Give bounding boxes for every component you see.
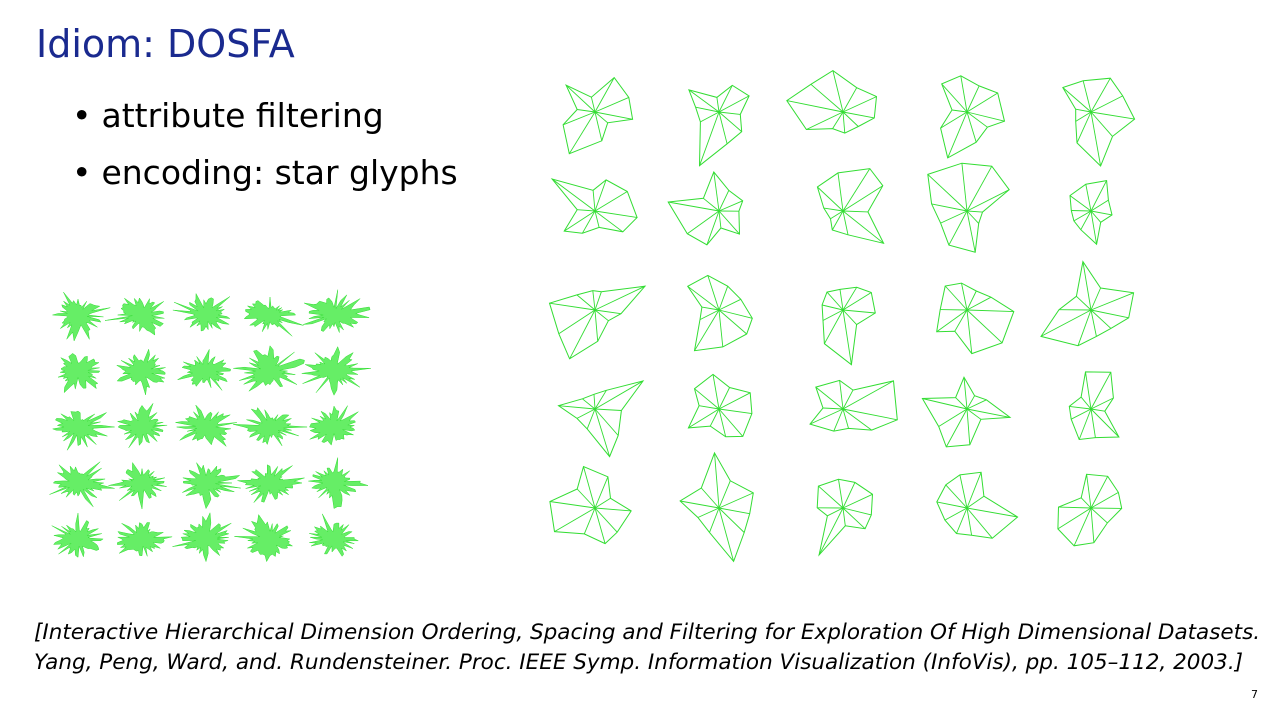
- dense-star-glyph: [309, 513, 359, 557]
- dense-star-glyph: [104, 297, 165, 336]
- star-glyph: [667, 171, 744, 246]
- star-glyph: [688, 84, 750, 167]
- star-glyph: [686, 274, 753, 352]
- dense-star-glyph: [233, 407, 308, 447]
- star-glyph: [1057, 473, 1123, 547]
- dense-star-glyph: [234, 513, 293, 563]
- star-glyph: [927, 162, 1010, 253]
- star-glyph: [1069, 180, 1113, 246]
- star-glyph: [940, 75, 1006, 159]
- dense-star-glyph: [49, 461, 115, 508]
- filtered-star-glyph-grid: [548, 69, 1136, 563]
- star-glyph: [1040, 260, 1135, 347]
- citation-line: Yang, Peng, Ward, and. Rundensteiner. Pr…: [34, 650, 1244, 675]
- dense-star-glyph: [177, 349, 231, 391]
- star-glyph: [921, 376, 1012, 448]
- dense-star-glyph-grid: [49, 289, 371, 563]
- dense-star-glyph: [308, 457, 369, 509]
- citation-line: [Interactive Hierarchical Dimension Orde…: [34, 620, 1261, 645]
- star-glyph: [936, 282, 1015, 355]
- dense-star-glyph: [237, 464, 305, 503]
- dense-star-glyph: [175, 404, 237, 447]
- citation: [Interactive Hierarchical Dimension Orde…: [34, 618, 1260, 678]
- dense-star-glyph: [108, 461, 167, 510]
- slide-title: Idiom: DOSFA: [36, 22, 295, 66]
- page-number: 7: [1251, 688, 1258, 701]
- dense-star-glyph: [51, 410, 115, 451]
- dense-star-glyph: [117, 522, 173, 557]
- star-glyph: [679, 451, 754, 563]
- star-glyph: [816, 478, 874, 557]
- star-glyph: [1068, 371, 1120, 441]
- star-glyph: [687, 373, 753, 438]
- dense-star-glyph: [309, 405, 359, 446]
- star-glyph: [562, 76, 634, 155]
- star-glyph: [557, 380, 645, 458]
- star-glyph: [786, 69, 878, 134]
- bullet-list: attribute filtering encoding: star glyph…: [72, 92, 458, 206]
- star-glyph-figures: [49, 69, 1136, 563]
- dense-star-glyph: [57, 353, 101, 394]
- star-glyph: [549, 465, 632, 545]
- dense-star-glyph: [172, 511, 232, 563]
- dense-star-glyph: [52, 291, 111, 342]
- dense-star-glyph: [172, 292, 231, 332]
- dense-star-glyph: [301, 346, 371, 396]
- star-glyph: [550, 178, 638, 234]
- bullet-item: encoding: star glyphs: [72, 149, 457, 206]
- star-glyph: [1062, 77, 1136, 167]
- star-glyph: [809, 379, 898, 432]
- bullet-item: attribute filtering: [72, 92, 458, 149]
- star-glyph: [548, 285, 647, 360]
- dense-star-glyph: [303, 289, 371, 333]
- dense-star-glyph: [233, 345, 305, 392]
- dense-star-glyph: [182, 462, 241, 510]
- star-glyph: [821, 286, 876, 366]
- dense-star-glyph: [51, 513, 104, 558]
- star-glyph: [816, 168, 885, 245]
- dense-star-glyph: [116, 348, 166, 395]
- dense-star-glyph: [117, 403, 168, 448]
- dense-star-glyph: [243, 296, 304, 337]
- star-glyph: [936, 471, 1019, 539]
